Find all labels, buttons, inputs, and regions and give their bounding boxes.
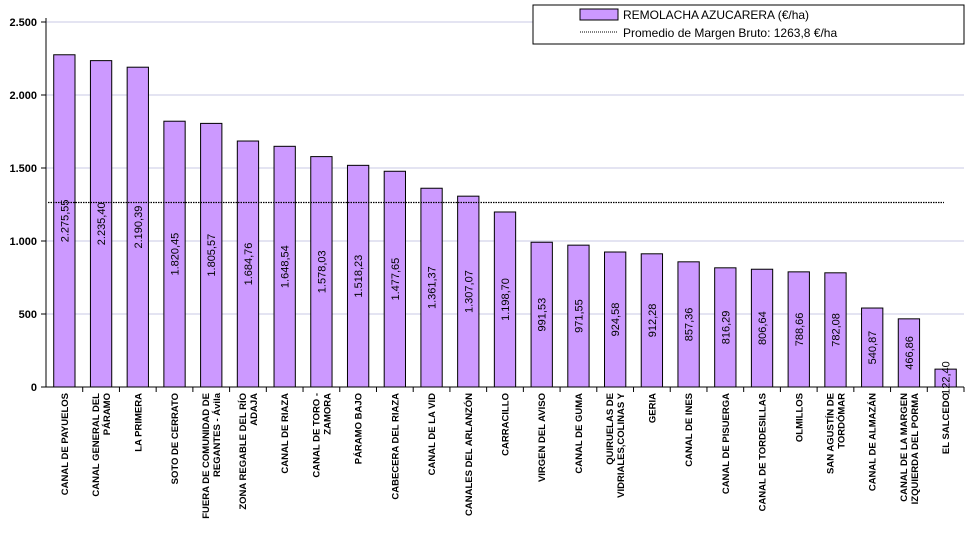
x-category-label: SAN AGUSTÍN DE [825, 393, 836, 474]
y-tick-label: 1.000 [9, 236, 37, 248]
x-category-label: CANAL DE RIAZA [280, 393, 291, 474]
x-category-label: CANAL DE GUMA [574, 393, 585, 474]
x-category-label: CANAL GENERAL DEL [91, 393, 102, 497]
data-label: 991,53 [537, 298, 549, 332]
x-category-label: LA PRIMERA [133, 393, 144, 452]
data-label: 1.518,23 [353, 255, 365, 298]
x-category-label: EL SALCEDO [941, 393, 952, 454]
legend-label-reference: Promedio de Margen Bruto: 1263,8 €/ha [623, 26, 837, 40]
legend-label-series: REMOLACHA AZUCARERA (€/ha) [623, 8, 809, 22]
x-category-label: CANAL DE PISUERGA [721, 393, 732, 494]
data-label: 1.307,07 [463, 270, 475, 313]
x-category-label: IZQUIERDA DEL PORMA [910, 393, 921, 505]
data-label: 924,58 [610, 303, 622, 337]
x-category-label: CANAL DE LA MARGEN [899, 393, 910, 502]
axes [41, 18, 965, 392]
x-category-label: ZONA REGABLE DEL RÍO [238, 393, 249, 510]
data-label: 816,29 [720, 311, 732, 345]
x-category-label: CABECERA DEL RIAZA [390, 393, 401, 500]
data-label: 466,86 [904, 336, 916, 370]
x-category-label: CANAL DE PAYUELOS [60, 393, 71, 495]
data-label: 540,87 [867, 331, 879, 365]
y-tick-label: 2.500 [9, 17, 37, 29]
x-category-label: CANAL DE INES [684, 393, 695, 467]
x-category-label: CARRACILLO [501, 393, 512, 456]
data-labels: 2.275,55 2.235,40 2.190,39 1.820,45 1.805,57… [59, 199, 952, 394]
x-category-label: CANALES DEL ARLANZÓN [463, 393, 475, 516]
data-label: 1.820,45 [170, 233, 182, 276]
data-label: 857,36 [684, 308, 696, 342]
x-category-label: CANAL DE TORO - [311, 393, 322, 478]
data-label: 122,40 [941, 361, 953, 395]
data-label: 2.235,40 [96, 202, 108, 245]
x-category-label: GERIA [647, 393, 658, 423]
x-category-label: QUIRUELAS DE [605, 393, 616, 465]
x-category-label: CANAL DE TORDESILLAS [758, 393, 769, 511]
data-label: 2.275,55 [59, 199, 71, 242]
legend: REMOLACHA AZUCARERA (€/ha) Promedio de M… [532, 4, 965, 45]
data-label: 1.648,54 [280, 245, 292, 288]
x-axis-category-labels: CANAL DE PAYUELOS CANAL GENERAL DEL PÁRAMO… [60, 392, 952, 519]
x-category-label: TORDÓMAR [835, 393, 847, 449]
bars [53, 54, 957, 388]
x-category-label: PÁRAMO [102, 393, 113, 435]
data-label: 2.190,39 [133, 206, 145, 249]
data-label: 1.477,65 [390, 258, 402, 301]
x-category-label: REGANTES - Ávila [212, 392, 223, 477]
data-label: 912,28 [647, 304, 659, 338]
x-category-label: OLMILLOS [794, 393, 805, 442]
data-label: 1.805,57 [206, 234, 218, 277]
gridlines [46, 21, 964, 315]
y-tick-label: 2.000 [9, 90, 37, 102]
y-tick-label: 1.500 [9, 163, 37, 175]
legend-swatch-bar [579, 8, 619, 21]
x-category-label: CANAL DE LA VID [427, 393, 438, 475]
data-label: 971,55 [573, 299, 585, 333]
x-category-label: VIDRIALES,COLINAS Y [616, 392, 627, 498]
x-category-label: VIRGEN DEL AVISO [537, 393, 548, 482]
x-category-label: PÁRAMO BAJO [354, 393, 365, 464]
x-category-label: FUERA DE COMUNIDAD DE [201, 393, 212, 519]
data-label: 1.198,70 [500, 278, 512, 321]
y-tick-label: 500 [19, 309, 37, 321]
x-category-label: ZAMORA [322, 393, 333, 435]
x-category-label: ADAJA [249, 393, 260, 426]
data-label: 806,64 [757, 311, 769, 345]
data-label: 782,08 [830, 313, 842, 347]
x-category-label: SOTO DE CERRATO [170, 393, 181, 484]
data-label: 1.361,37 [427, 266, 439, 309]
data-label: 1.578,03 [316, 250, 328, 293]
y-tick-label: 0 [31, 382, 37, 394]
data-label: 788,66 [794, 313, 806, 347]
x-category-label: CANAL DE ALMAZÁN [868, 393, 879, 491]
data-label: 1.684,76 [243, 243, 255, 286]
y-axis-tick-labels: 0 500 1.000 1.500 2.000 2.500 [9, 17, 37, 394]
